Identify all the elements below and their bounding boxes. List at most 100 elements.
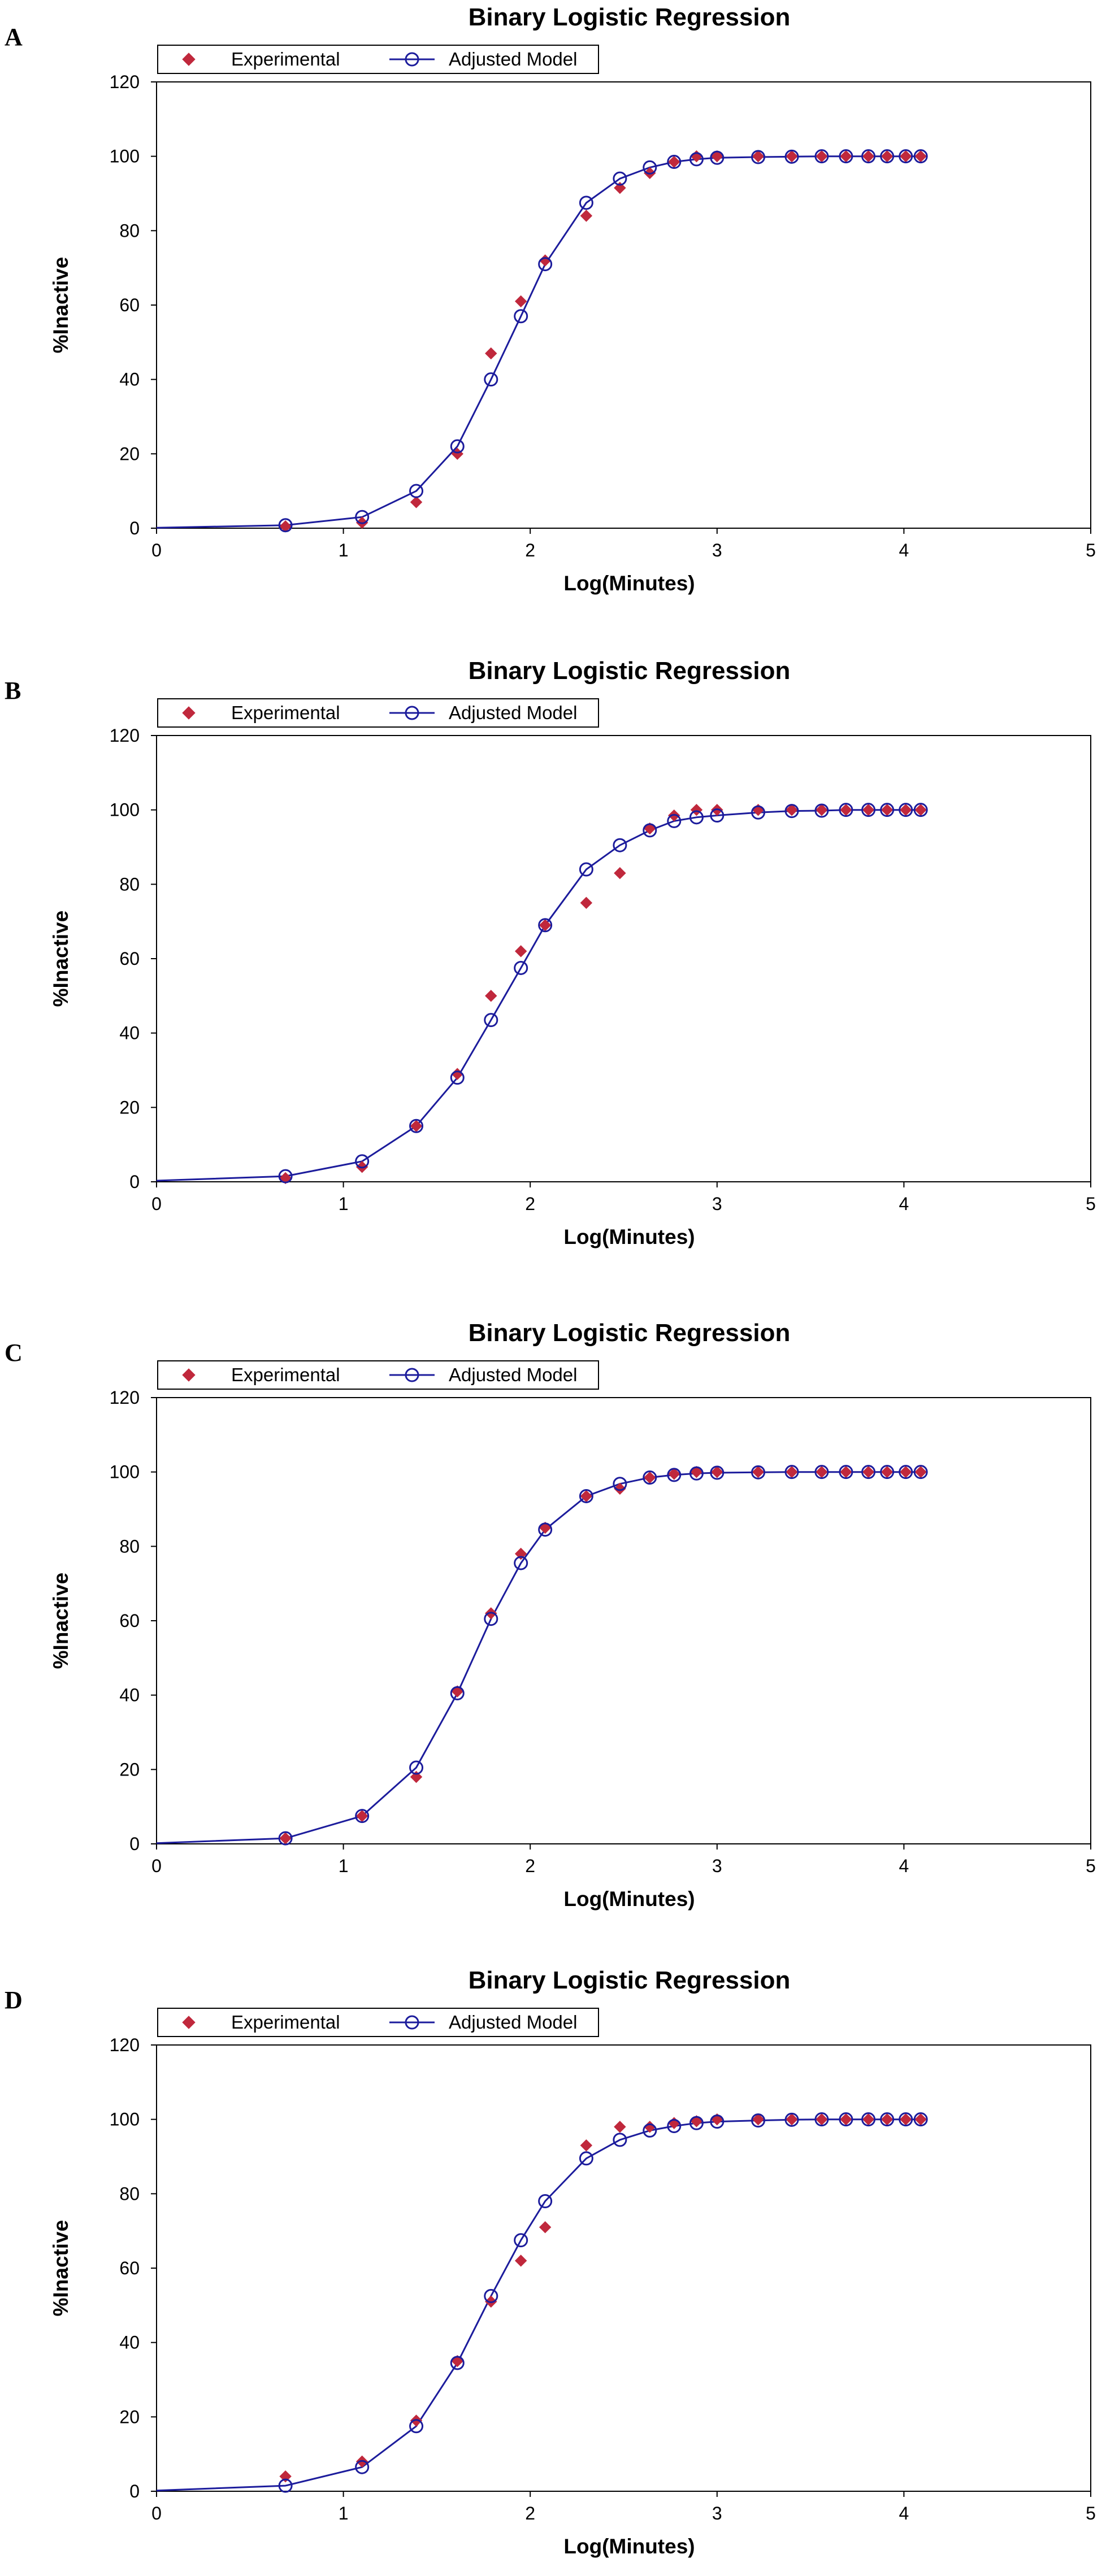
x-tick-label: 1 [339,1194,349,1214]
experimental-point [786,150,798,163]
plot-frame [156,735,1091,1182]
experimental-point [514,945,527,958]
y-tick-label: 100 [110,800,140,820]
x-tick-label: 0 [151,2503,162,2523]
model-point [814,803,829,818]
model-point [880,803,895,817]
model-point [643,160,657,175]
experimental-point [752,1465,765,1478]
x-tick-label: 0 [151,1194,162,1214]
legend-experimental-marker [182,2016,196,2029]
model-point [710,2114,725,2129]
model-point [899,803,913,817]
y-tick-label: 80 [119,220,140,241]
x-axis-label: Log(Minutes) [563,1887,695,1911]
model-point [784,149,799,164]
model-point [450,1071,465,1085]
legend-model-label: Adjusted Model [449,49,577,69]
legend: Experimental Adjusted Model [157,45,599,74]
experimental-point [485,990,497,1002]
model-point [355,510,370,524]
model-point [839,803,853,817]
experimental-point [485,347,497,360]
model-point [538,1522,553,1537]
model-curve [156,2118,921,2492]
legend-model-label: Adjusted Model [449,1364,577,1385]
model-point [613,1477,627,1491]
y-axis-label: %Inactive [49,1573,72,1669]
experimental-point [539,2221,552,2234]
x-tick-label: 5 [1086,1194,1096,1214]
legend-box [157,698,599,728]
model-point [667,1468,682,1482]
model-point [689,810,704,825]
panel-letter: D [5,1986,23,2014]
model-point [514,960,528,975]
legend: Experimental Adjusted Model [157,1360,599,1390]
model-point [538,257,553,272]
legend-experimental-marker [182,706,196,720]
y-tick-label: 40 [119,1023,140,1043]
x-tick-label: 3 [712,1856,722,1876]
model-point [784,1465,799,1480]
model-point [689,152,704,167]
y-tick-label: 80 [119,1536,140,1556]
model-point [613,838,627,852]
legend-box [157,45,599,74]
model-point [814,149,829,164]
model-point [710,808,725,823]
y-tick-label: 80 [119,2183,140,2204]
model-curve [156,809,921,1182]
model-point [913,149,928,164]
chart-title: Binary Logistic Regression [469,1319,791,1347]
model-point [278,518,293,533]
model-point [839,149,853,164]
model-point [613,171,627,186]
plot-frame [156,2044,1091,2492]
experimental-point [711,150,723,163]
model-point [880,2112,895,2127]
x-tick-label: 5 [1086,2503,1096,2523]
model-point [278,2478,293,2493]
experimental-point [514,2255,527,2267]
x-tick-label: 1 [339,2503,349,2523]
experimental-point [690,803,703,816]
model-point [667,813,682,828]
experimental-point [580,897,593,909]
model-point [484,2288,498,2303]
x-tick-label: 3 [712,540,722,560]
y-tick-label: 40 [119,369,140,390]
experimental-point [614,1482,626,1495]
model-point [861,2112,876,2127]
model-point [814,1465,829,1480]
model-point [667,155,682,169]
x-tick-label: 2 [525,540,535,560]
model-point [355,1809,370,1824]
legend-experimental-label: Experimental [231,2012,340,2033]
model-point [514,309,528,324]
experimental-point [668,1468,680,1480]
model-point [689,2116,704,2130]
model-point [409,1119,424,1133]
model-point [409,2419,424,2434]
model-point [784,804,799,819]
model-point [538,2194,553,2208]
x-tick-label: 0 [151,1856,162,1876]
y-tick-label: 60 [119,1611,140,1631]
model-point [278,1169,293,1183]
legend-experimental-marker [182,1368,196,1382]
x-tick-label: 4 [899,1194,909,1214]
y-tick-label: 80 [119,874,140,894]
model-point [643,823,657,838]
model-point [579,2151,593,2166]
legend-experimental-label: Experimental [231,702,340,723]
experimental-point [614,867,626,880]
model-point [689,1466,704,1481]
y-tick-label: 20 [119,443,140,464]
model-point [861,803,876,817]
model-curve [156,155,921,529]
y-tick-label: 0 [129,2481,140,2501]
y-tick-label: 20 [119,1097,140,1117]
x-tick-label: 2 [525,1194,535,1214]
